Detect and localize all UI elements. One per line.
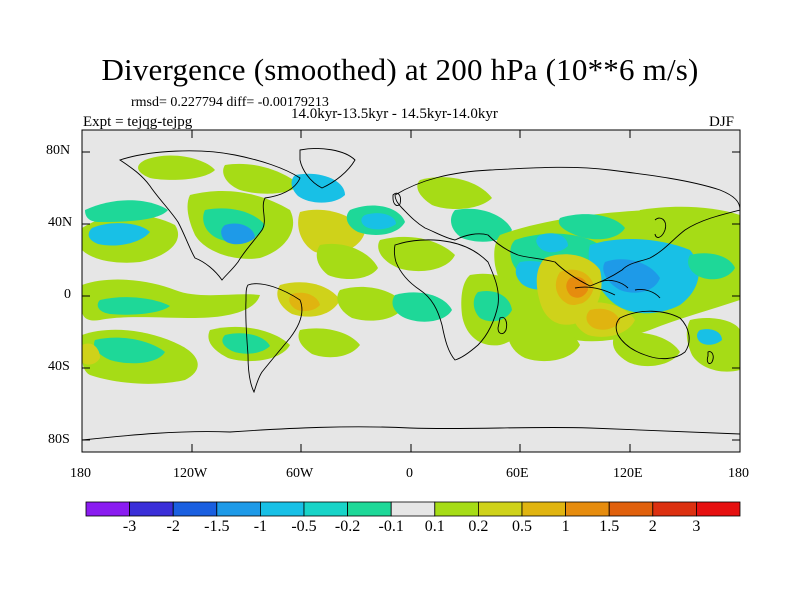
lon-label-60e: 60E bbox=[506, 466, 529, 481]
colorbar-label: -0.5 bbox=[291, 518, 317, 535]
neg-field bbox=[536, 233, 568, 253]
coastlines bbox=[82, 148, 740, 441]
lat-label-40s: 40S bbox=[48, 359, 70, 374]
colorbar-swatch bbox=[434, 501, 479, 517]
rmsd-diff-stats: rmsd= 0.227794 diff= -0.00179213 bbox=[131, 95, 329, 110]
season-label: DJF bbox=[709, 114, 735, 130]
colorbar-swatch bbox=[259, 501, 305, 517]
colorbar-swatch bbox=[172, 501, 218, 517]
coast-uk bbox=[392, 192, 401, 207]
coast-antarctica bbox=[82, 426, 740, 441]
neg-field bbox=[558, 214, 625, 240]
colorbar-label: -2 bbox=[166, 518, 180, 535]
colorbar-label: -1 bbox=[253, 518, 268, 535]
colorbar-label: 3 bbox=[692, 518, 701, 535]
pos-field bbox=[316, 243, 378, 280]
pos-field bbox=[417, 177, 492, 210]
pos-field bbox=[378, 236, 455, 272]
neg-field bbox=[97, 297, 170, 315]
colorbar-swatch bbox=[477, 501, 523, 517]
plot-title: Divergence (smoothed) at 200 hPa (10**6 … bbox=[101, 52, 699, 87]
colorbar-swatch bbox=[347, 501, 392, 517]
coast-new-zealand bbox=[706, 351, 714, 365]
colorbar-swatch bbox=[696, 501, 741, 517]
pos-field bbox=[82, 343, 100, 365]
colorbar-swatch bbox=[129, 501, 174, 517]
colorbar-label: 2 bbox=[648, 518, 657, 535]
colorbar-label: -0.2 bbox=[334, 518, 361, 535]
neg-field bbox=[603, 259, 660, 293]
colorbar-label: -3 bbox=[122, 518, 137, 535]
colorbar-swatch bbox=[85, 501, 130, 517]
colorbar-label: 0.1 bbox=[424, 518, 445, 535]
colorbar-label: 0.5 bbox=[512, 518, 532, 535]
coast-australia bbox=[615, 310, 690, 360]
neg-field bbox=[94, 337, 165, 364]
neg-field bbox=[88, 223, 150, 246]
colorbar-swatch bbox=[565, 501, 610, 517]
pos-field bbox=[337, 286, 405, 321]
neg-field bbox=[450, 208, 512, 242]
colorbar-label: -0.1 bbox=[378, 518, 404, 535]
colorbar-label: 0.2 bbox=[468, 518, 489, 535]
pos-field bbox=[298, 328, 360, 358]
lon-label-180w: 180 bbox=[70, 466, 91, 481]
coast-indonesia bbox=[574, 279, 661, 299]
experiment-label: Expt = tejqg-tejpg bbox=[83, 114, 193, 130]
coast-madagascar bbox=[497, 316, 508, 335]
lat-ticks bbox=[82, 151, 740, 441]
pos-field bbox=[138, 155, 215, 180]
neg-field bbox=[688, 253, 735, 280]
colorbar-swatch bbox=[521, 501, 566, 517]
lat-label-80n: 80N bbox=[46, 143, 71, 158]
neg-field bbox=[361, 213, 396, 230]
pos-field bbox=[612, 332, 680, 367]
pos-field bbox=[507, 318, 580, 362]
colorbar-swatch bbox=[390, 501, 436, 517]
colorbar-label: 1.5 bbox=[599, 518, 620, 535]
coast-japan bbox=[654, 217, 667, 238]
coast-north-america bbox=[118, 150, 301, 281]
neg-field bbox=[291, 173, 345, 203]
period-label: 14.0kyr-13.5kyr - 14.5kyr-14.0kyr bbox=[291, 106, 498, 122]
neg-field bbox=[697, 329, 722, 345]
coast-greenland bbox=[299, 148, 356, 189]
colorbar-swatch bbox=[303, 501, 348, 517]
lon-label-120e: 120E bbox=[613, 466, 643, 481]
colorbar-swatch bbox=[216, 501, 261, 517]
lat-label-eq: 0 bbox=[64, 287, 71, 302]
neg-field bbox=[473, 290, 512, 322]
neg-field bbox=[221, 223, 255, 245]
coast-africa bbox=[393, 239, 499, 361]
pos-field bbox=[586, 308, 620, 330]
lon-ticks bbox=[81, 130, 741, 452]
colorbar-label: 1 bbox=[561, 518, 570, 535]
lat-label-80s: 80S bbox=[48, 432, 70, 447]
colorbar-swatch bbox=[608, 501, 654, 517]
lon-label-180e: 180 bbox=[728, 466, 749, 481]
lon-label-0: 0 bbox=[406, 466, 413, 481]
neg-field bbox=[85, 200, 168, 222]
colorbar-label: -1.5 bbox=[204, 518, 230, 535]
pos-field bbox=[223, 163, 300, 194]
contour-fields bbox=[82, 155, 740, 384]
pos-field bbox=[289, 292, 320, 312]
neg-field bbox=[222, 333, 270, 354]
lat-label-40n: 40N bbox=[48, 215, 73, 230]
lon-label-120w: 120W bbox=[173, 466, 208, 481]
colorbar-swatch bbox=[652, 501, 697, 517]
lon-label-60w: 60W bbox=[286, 466, 314, 481]
neg-field bbox=[392, 292, 452, 322]
coast-south-america bbox=[245, 283, 303, 394]
coast-europe-asia bbox=[394, 166, 740, 287]
